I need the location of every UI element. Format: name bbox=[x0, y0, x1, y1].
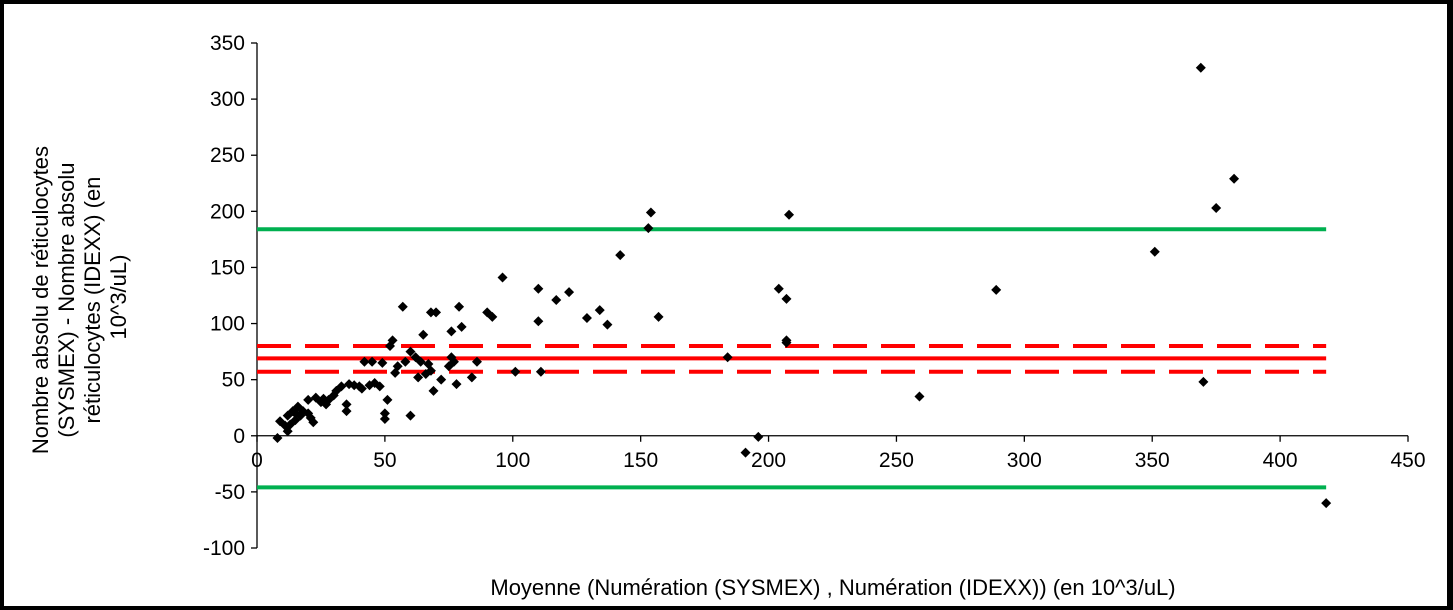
x-tick-label: 250 bbox=[879, 449, 914, 472]
data-point bbox=[722, 352, 733, 363]
y-tick-label: 250 bbox=[210, 144, 245, 167]
data-point bbox=[456, 321, 467, 332]
data-point bbox=[781, 337, 792, 348]
y-tick-label: 0 bbox=[233, 425, 245, 448]
data-point bbox=[379, 413, 390, 424]
data-point bbox=[436, 374, 447, 385]
data-point bbox=[466, 372, 477, 383]
data-point bbox=[497, 272, 508, 283]
data-point bbox=[341, 406, 352, 417]
data-point bbox=[425, 365, 436, 376]
data-point bbox=[374, 381, 385, 392]
y-axis-title: Nombre absolu de réticulocytes (SYSMEX) … bbox=[28, 140, 131, 454]
y-tick-label: 50 bbox=[222, 369, 245, 392]
data-point bbox=[487, 311, 498, 322]
data-point bbox=[405, 346, 416, 357]
data-point bbox=[448, 356, 459, 367]
data-point bbox=[382, 394, 393, 405]
data-point bbox=[415, 356, 426, 367]
axes bbox=[251, 42, 1409, 549]
data-point bbox=[418, 329, 429, 340]
data-point bbox=[405, 410, 416, 421]
data-point bbox=[645, 207, 656, 218]
data-point bbox=[991, 284, 1002, 295]
y-tick-label: 350 bbox=[210, 32, 245, 55]
data-point bbox=[451, 379, 462, 390]
data-point bbox=[753, 431, 764, 442]
data-point bbox=[272, 433, 283, 444]
data-point bbox=[602, 319, 613, 330]
y-tick-label: -50 bbox=[215, 481, 245, 504]
data-point bbox=[431, 307, 442, 318]
y-tick-label: 300 bbox=[210, 88, 245, 111]
y-tick-label: 100 bbox=[210, 313, 245, 336]
data-point bbox=[387, 335, 398, 346]
data-point bbox=[1195, 62, 1206, 73]
data-point bbox=[551, 294, 562, 305]
x-tick-label: 150 bbox=[623, 449, 658, 472]
data-point bbox=[308, 417, 319, 428]
data-point bbox=[781, 293, 792, 304]
x-tick-label: 200 bbox=[751, 449, 786, 472]
data-points bbox=[272, 62, 1332, 509]
data-point bbox=[454, 301, 465, 312]
data-point bbox=[1321, 498, 1332, 509]
data-point bbox=[367, 356, 378, 367]
y-tick-label: 200 bbox=[210, 200, 245, 223]
data-point bbox=[379, 408, 390, 419]
x-axis-title: Moyenne (Numération (SYSMEX) , Numératio… bbox=[490, 575, 1175, 600]
data-point bbox=[377, 357, 388, 368]
reference-lines bbox=[257, 227, 1327, 490]
data-point bbox=[397, 301, 408, 312]
data-point bbox=[1211, 202, 1222, 213]
data-point bbox=[594, 305, 605, 316]
data-point bbox=[1198, 376, 1209, 387]
data-point bbox=[336, 381, 347, 392]
y-axis-title-line-3: réticulocytes (IDEXX) (en bbox=[80, 177, 105, 424]
data-point bbox=[914, 391, 925, 402]
data-point bbox=[446, 326, 457, 337]
data-point bbox=[356, 383, 367, 394]
x-tick-label: 300 bbox=[1007, 449, 1042, 472]
data-point bbox=[510, 366, 521, 377]
data-point bbox=[400, 356, 411, 367]
data-point bbox=[1149, 246, 1160, 257]
x-tick-label: 350 bbox=[1135, 449, 1170, 472]
data-point bbox=[359, 356, 370, 367]
data-point bbox=[533, 316, 544, 327]
data-point bbox=[471, 356, 482, 367]
data-point bbox=[1229, 173, 1240, 184]
x-tick-label: 0 bbox=[251, 449, 263, 472]
x-tick-label: 50 bbox=[373, 449, 396, 472]
data-point bbox=[784, 209, 795, 220]
y-axis-title-line-2: (SYSMEX) - Nombre absolu bbox=[54, 163, 79, 438]
data-point bbox=[392, 361, 403, 372]
y-axis-title-line-1: Nombre absolu de réticulocytes bbox=[28, 146, 53, 454]
data-point bbox=[615, 250, 626, 261]
data-point bbox=[643, 223, 654, 234]
y-tick-label: 150 bbox=[210, 256, 245, 279]
data-point bbox=[303, 394, 314, 405]
y-axis-title-line-4: 10^3/uL) bbox=[106, 255, 131, 340]
x-tick-label: 450 bbox=[1390, 449, 1425, 472]
data-point bbox=[533, 283, 544, 294]
x-tick-label: 400 bbox=[1263, 449, 1298, 472]
data-point bbox=[564, 287, 575, 298]
y-tick-label: -100 bbox=[203, 537, 245, 560]
data-point bbox=[581, 312, 592, 323]
data-point bbox=[773, 283, 784, 294]
data-point bbox=[740, 447, 751, 458]
x-tick-label: 100 bbox=[495, 449, 530, 472]
data-point bbox=[653, 311, 664, 322]
data-point bbox=[428, 385, 439, 396]
data-point bbox=[341, 399, 352, 410]
tick-labels: -100 -50 0 50 100 150 200 250 300 350 0 50 100 150 200… bbox=[203, 32, 1426, 560]
data-point bbox=[535, 366, 546, 377]
data-point bbox=[425, 307, 436, 318]
data-point bbox=[413, 372, 424, 383]
